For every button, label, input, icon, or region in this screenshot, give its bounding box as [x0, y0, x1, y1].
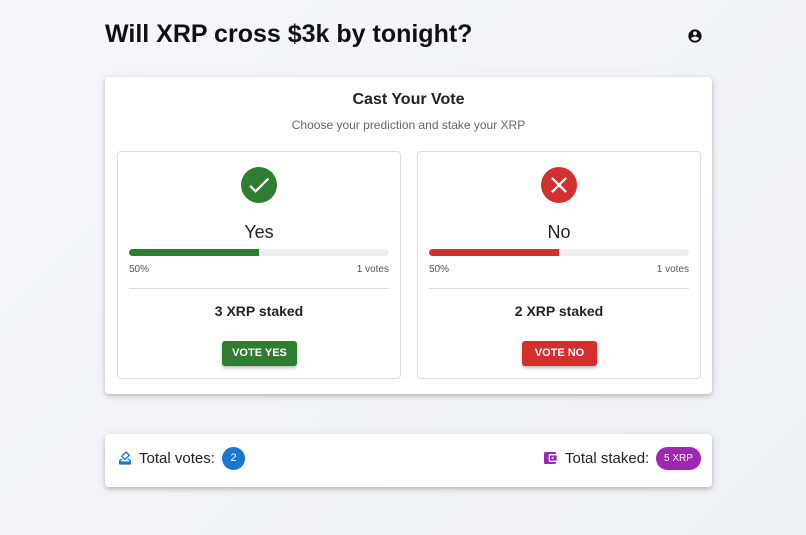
page-title: Will XRP cross $3k by tonight?: [105, 20, 473, 48]
divider: [429, 288, 689, 289]
percent-label: 50%: [429, 264, 450, 275]
option-icon: [241, 167, 277, 203]
total-staked-label: Total staked:: [565, 450, 650, 467]
option-label: No: [547, 222, 571, 242]
vote-button[interactable]: VOTE NO: [522, 341, 597, 366]
percent-label: 50%: [129, 264, 150, 275]
staked-text: 3 XRP staked: [214, 303, 304, 319]
account-icon[interactable]: [687, 28, 703, 44]
vote-card: Cast Your Vote Choose your prediction an…: [105, 77, 712, 394]
option-box: No 50% 1 votes 2 XRP staked VOTE NO: [417, 151, 701, 379]
vote-icon: [119, 451, 131, 465]
option-box: Yes 50% 1 votes 3 XRP staked VOTE YES: [117, 151, 401, 379]
progress-bar: [129, 249, 259, 256]
total-votes-badge: 2: [222, 447, 245, 470]
wallet-icon: [544, 452, 557, 464]
divider: [129, 288, 389, 289]
votes-label: 1 votes: [356, 264, 389, 275]
total-votes-label: Total votes:: [139, 450, 215, 467]
summary-card: Total votes: 2 Total staked: 5 XRP: [105, 434, 712, 487]
votes-label: 1 votes: [656, 264, 689, 275]
option-icon: [541, 167, 577, 203]
progress-bar: [429, 249, 559, 256]
card-title: Cast Your Vote: [352, 91, 465, 108]
option-label: Yes: [244, 222, 274, 242]
staked-text: 2 XRP staked: [514, 303, 604, 319]
progress-track: [129, 249, 389, 256]
card-subtitle: Choose your prediction and stake your XR…: [291, 118, 526, 132]
total-staked-badge: 5 XRP: [656, 447, 701, 470]
progress-track: [429, 249, 689, 256]
vote-button[interactable]: VOTE YES: [222, 341, 297, 366]
